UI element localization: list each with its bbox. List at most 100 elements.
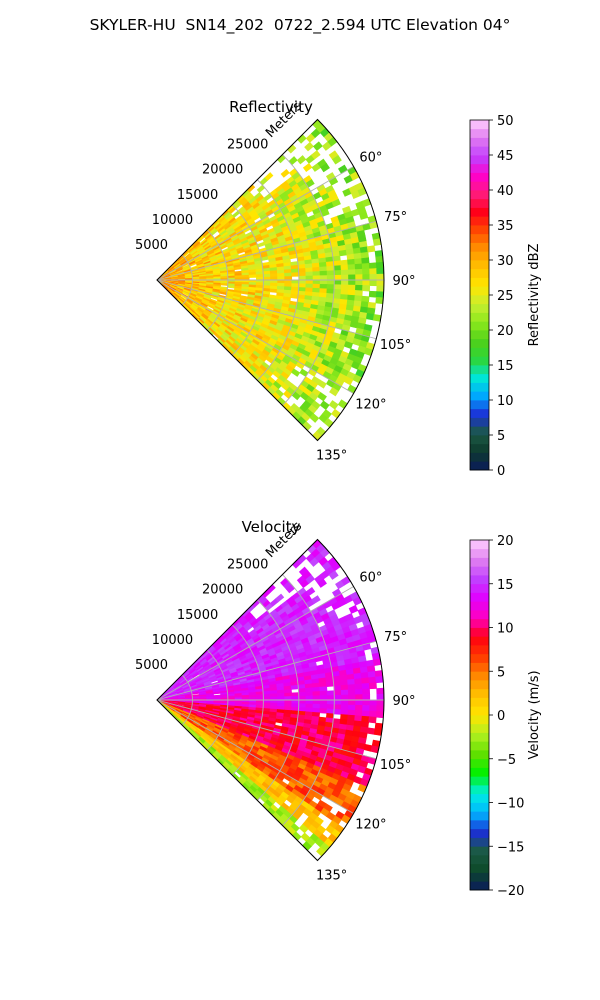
reflectivity-colorbar-tick-label: 35 xyxy=(497,219,514,234)
velocity-azimuth-tick-label: 105° xyxy=(380,758,411,773)
reflectivity-colorbar-segment xyxy=(470,400,489,410)
velocity-data-cell xyxy=(325,681,335,687)
reflectivity-data-cell xyxy=(338,249,348,257)
reflectivity-colorbar-segment xyxy=(470,338,489,348)
reflectivity-data-cell xyxy=(361,262,370,270)
reflectivity-data-cell xyxy=(313,141,323,151)
reflectivity-data-cell xyxy=(312,271,321,277)
velocity-data-cell xyxy=(375,675,384,684)
velocity-colorbar-segment xyxy=(470,758,489,768)
velocity-data-cell xyxy=(374,670,384,678)
velocity-colorbar-segment xyxy=(470,793,489,803)
reflectivity-colorbar-segment xyxy=(470,347,489,357)
reflectivity-colorbar-segment xyxy=(470,417,489,427)
reflectivity-azimuth-line-75 xyxy=(156,220,377,281)
reflectivity-colorbar-tick-label: 15 xyxy=(497,359,514,374)
reflectivity-data-cell xyxy=(277,279,285,284)
reflectivity-data-cell xyxy=(329,387,339,397)
velocity-colorbar-segment xyxy=(470,863,489,873)
velocity-data-cell xyxy=(333,694,342,701)
velocity-data-cell xyxy=(333,685,342,692)
reflectivity-data-cell xyxy=(319,270,328,277)
velocity-data-cell xyxy=(319,699,328,705)
reflectivity-colorbar-segment xyxy=(470,461,489,471)
reflectivity-data-cell xyxy=(319,400,330,410)
velocity-data-cell xyxy=(340,704,349,711)
reflectivity-data-cell xyxy=(376,267,385,275)
reflectivity-data-cell xyxy=(340,269,349,276)
reflectivity-colorbar-segment xyxy=(470,330,489,340)
velocity-data-cell xyxy=(354,678,363,685)
velocity-colorbar-segment xyxy=(470,706,489,716)
velocity-data-cell xyxy=(270,696,278,701)
reflectivity-azimuth-tick-label: 105° xyxy=(380,338,411,353)
reflectivity-data-cell xyxy=(280,169,290,178)
velocity-data-cell xyxy=(368,676,377,684)
velocity-data-cell xyxy=(361,677,370,685)
reflectivity-azimuth-tick-label: 90° xyxy=(392,274,415,289)
reflectivity-azimuth-line-60 xyxy=(156,166,354,281)
reflectivity-data-cell xyxy=(305,271,314,277)
reflectivity-data-cell xyxy=(347,284,356,291)
reflectivity-data-cell xyxy=(355,279,364,286)
velocity-data-cell xyxy=(333,699,342,706)
reflectivity-data-cell xyxy=(375,255,384,264)
reflectivity-colorbar-segment xyxy=(470,155,489,165)
velocity-data-cell xyxy=(305,586,316,596)
reflectivity-azimuth-line-105 xyxy=(156,279,377,340)
velocity-data-cell xyxy=(362,705,371,712)
velocity-colorbar-segment xyxy=(470,767,489,777)
velocity-data-cell xyxy=(326,695,335,701)
velocity-data-cell xyxy=(312,686,321,693)
reflectivity-colorbar-segment xyxy=(470,181,489,191)
velocity-data-cell xyxy=(348,699,356,706)
reflectivity-data-cell xyxy=(360,251,369,259)
velocity-data-cell xyxy=(317,578,327,588)
reflectivity-colorbar-tick-label: 0 xyxy=(497,464,505,479)
reflectivity-azimuth-tick-label: 60° xyxy=(359,151,382,166)
velocity-data-cell xyxy=(305,695,314,701)
velocity-data-cell xyxy=(375,711,385,719)
reflectivity-data-cell xyxy=(331,408,342,419)
reflectivity-range-tick-label: 20000 xyxy=(202,163,243,178)
reflectivity-data-cell xyxy=(312,275,321,281)
velocity-data-cell xyxy=(319,686,328,692)
reflectivity-data-cell xyxy=(333,288,342,295)
reflectivity-data-cell xyxy=(220,283,229,286)
reflectivity-colorbar-segment xyxy=(470,382,489,392)
reflectivity-range-tick-label: 15000 xyxy=(177,188,218,203)
velocity-colorbar-tick-label: −5 xyxy=(497,753,516,768)
reflectivity-colorbar-segment xyxy=(470,251,489,261)
reflectivity-data-cell xyxy=(340,284,349,291)
velocity-colorbar-segment xyxy=(470,723,489,733)
reflectivity-data-cell xyxy=(347,258,356,266)
velocity-azimuth-line-120 xyxy=(156,699,354,814)
reflectivity-data-cell xyxy=(319,279,328,285)
reflectivity-data-cell xyxy=(270,279,278,284)
velocity-sector-outline xyxy=(156,538,385,862)
velocity-data-cell xyxy=(275,593,285,603)
velocity-data-cell xyxy=(305,687,314,693)
reflectivity-data-cell xyxy=(368,290,377,298)
velocity-colorbar-segment xyxy=(470,785,489,795)
reflectivity-colorbar: 0 5 10 15 20 25 30 35 40 45 50 Reflectivity dBZ xyxy=(469,114,542,479)
reflectivity-data-cell xyxy=(340,259,349,266)
velocity-data-cell xyxy=(333,708,342,715)
reflectivity-data-cell xyxy=(375,261,385,269)
velocity-azimuth-tick-label: 60° xyxy=(359,571,382,586)
reflectivity-data-cell xyxy=(270,276,278,281)
velocity-colorbar-segment xyxy=(470,610,489,620)
velocity-data-cell xyxy=(333,704,342,710)
reflectivity-colorbar-segment xyxy=(470,408,489,418)
reflectivity-data-cell xyxy=(291,279,300,285)
velocity-azimuth-line-60 xyxy=(156,586,354,701)
reflectivity-data-cell xyxy=(347,269,356,276)
reflectivity-data-cell xyxy=(328,400,339,410)
reflectivity-data-cell xyxy=(264,172,274,181)
reflectivity-data-cell xyxy=(269,288,278,293)
reflectivity-azimuth-tick-label: 75° xyxy=(384,210,407,225)
velocity-colorbar-tick-label: 20 xyxy=(497,534,514,549)
velocity-data-cell xyxy=(341,699,349,706)
reflectivity-data-cell xyxy=(331,155,342,165)
reflectivity-colorbar-segment xyxy=(470,277,489,287)
